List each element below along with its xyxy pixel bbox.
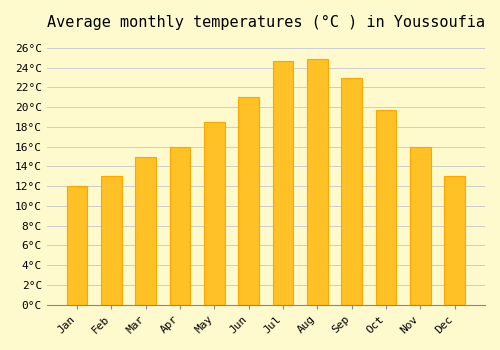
Bar: [342, 78, 362, 304]
Bar: [444, 176, 465, 304]
Bar: [101, 176, 121, 304]
Title: Average monthly temperatures (°C ) in Youssoufia: Average monthly temperatures (°C ) in Yo…: [47, 15, 485, 30]
Bar: [67, 186, 87, 304]
Bar: [204, 122, 225, 304]
Bar: [170, 147, 190, 304]
Bar: [136, 156, 156, 304]
Bar: [410, 147, 430, 304]
Bar: [376, 110, 396, 304]
Bar: [238, 97, 259, 304]
Bar: [273, 61, 293, 304]
Bar: [307, 59, 328, 304]
